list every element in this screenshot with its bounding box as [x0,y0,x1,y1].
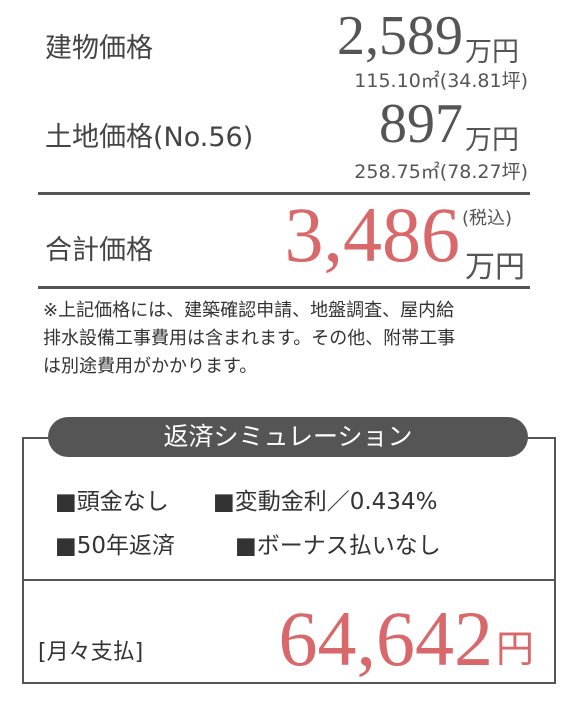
land-unit: 万円 [465,125,519,156]
monthly-unit: 円 [496,627,535,671]
condition: ■頭金なし [55,489,169,515]
note-line: ※上記価格には、建築確認申請、地盤調査、屋内給 [43,300,455,321]
total-price: 3,486 [284,191,461,278]
building-price: 2,589 [337,5,463,67]
total-tax: (税込) [462,208,513,229]
total-unit: 万円 [465,250,525,285]
divider [38,286,530,289]
building-area: 115.10㎡(34.81坪) [354,70,528,92]
condition: ■変動金利／0.434% [213,489,438,515]
total-label: 合計価格 [45,235,153,266]
divider [24,579,554,581]
divider [38,192,530,195]
building-unit: 万円 [465,37,519,68]
monthly-label: [月々支払] [38,640,144,665]
note-line: は別途費用がかかります。 [43,356,258,377]
note-line: 排水設備工事費用は含まれます。その他、附帯工事 [43,328,456,349]
simulation-title: 返済シミュレーション [48,417,528,457]
monthly-amount: 64,642 [278,595,494,682]
condition: ■50年返済 [55,533,175,559]
building-label: 建物価格 [45,33,153,64]
land-label: 土地価格(No.56) [45,122,254,153]
condition: ■ボーナス払いなし [235,533,441,559]
land-price: 897 [379,93,463,155]
land-area: 258.75㎡(78.27坪) [354,161,528,183]
